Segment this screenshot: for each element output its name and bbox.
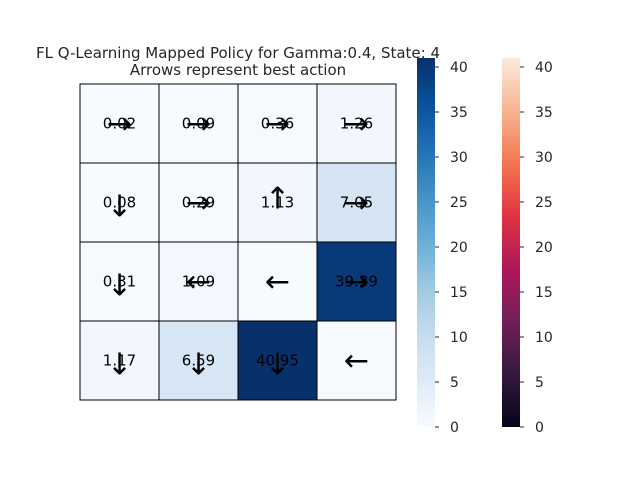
policy-arrow-left: ← — [186, 265, 211, 300]
policy-arrow-left: ← — [265, 265, 290, 300]
policy-arrow-right: → — [344, 265, 369, 300]
cell-value-label: 1.17 — [103, 352, 136, 370]
colorbar-rocket: 0 5 10 15 20 25 30 35 40 — [502, 58, 553, 436]
policy-arrow-down: ↓ — [265, 348, 290, 383]
policy-arrow-down: ↓ — [186, 348, 211, 383]
policy-arrow-right: → — [186, 186, 211, 221]
cell-value-label: 0.31 — [103, 273, 136, 291]
colorbar-tick-label: 15 — [535, 285, 553, 301]
colorbar-tick-label: 0 — [450, 420, 459, 436]
policy-arrow-right: → — [186, 107, 211, 142]
heatmap-cell — [237, 162, 318, 243]
colorbar-tick-label: 40 — [535, 60, 553, 76]
colorbar-tick-label: 20 — [450, 240, 468, 256]
heatmap-grid: →0.02 →0.09 →0.36 →1.26↓0.08 →0.29 ↑1.13 →7.05… — [79, 83, 397, 401]
colorbar-tick-label: 35 — [450, 105, 468, 121]
colorbar-blues: 0 5 10 15 20 25 30 35 40 — [417, 58, 468, 436]
policy-arrow-left: ← — [344, 344, 369, 379]
colorbar-tick-label: 20 — [535, 240, 553, 256]
chart-title: FL Q-Learning Mapped Policy for Gamma:0.… — [36, 44, 440, 62]
colorbar-rocket-fill — [502, 58, 520, 427]
colorbar-tick-label: 30 — [535, 150, 553, 166]
heatmap-cell — [79, 241, 160, 322]
cell-value-label: 0.36 — [261, 115, 294, 133]
colorbar-rocket-ticks: 0 5 10 15 20 25 30 35 40 — [520, 60, 553, 436]
cell-value-label: 0.02 — [103, 115, 136, 133]
colorbar-tick-label: 30 — [450, 150, 468, 166]
policy-arrow-right: → — [265, 107, 290, 142]
cell-value-label: 0.09 — [182, 115, 215, 133]
heatmap-cell — [79, 320, 160, 401]
heatmap-cell — [316, 320, 397, 401]
colorbar-tick-label: 10 — [450, 330, 468, 346]
heatmap-cell — [158, 320, 239, 401]
cell-value-label: 1.09 — [182, 273, 215, 291]
cell-value-label: 0.29 — [182, 194, 215, 212]
policy-arrow-right: → — [344, 107, 369, 142]
chart-subtitle: Arrows represent best action — [130, 61, 346, 79]
heatmap-cell — [316, 162, 397, 243]
colorbar-tick-label: 35 — [535, 105, 553, 121]
colorbar-tick-label: 5 — [535, 375, 544, 391]
cell-value-label: 7.05 — [340, 194, 373, 212]
colorbar-tick-label: 10 — [535, 330, 553, 346]
colorbar-tick-label: 5 — [450, 375, 459, 391]
colorbar-tick-label: 40 — [450, 60, 468, 76]
cell-value-label: 1.26 — [340, 115, 373, 133]
cell-value-label: 6.59 — [182, 352, 215, 370]
colorbar-tick-label: 25 — [535, 195, 553, 211]
cell-value-label: 0.08 — [103, 194, 136, 212]
cell-value-label: 40.95 — [256, 352, 299, 370]
cell-value-label: 39.39 — [335, 273, 378, 291]
cell-value-label: 1.13 — [261, 194, 294, 212]
policy-arrow-down: ↓ — [107, 190, 132, 225]
policy-arrow-right: → — [107, 107, 132, 142]
heatmap-cell — [316, 241, 397, 322]
policy-arrow-right: → — [344, 186, 369, 221]
policy-arrow-down: ↓ — [107, 269, 132, 304]
colorbar-blues-fill — [417, 58, 435, 427]
colorbar-tick-label: 0 — [535, 420, 544, 436]
policy-arrow-down: ↓ — [107, 348, 132, 383]
heatmap-cell — [158, 83, 239, 164]
colorbar-tick-label: 25 — [450, 195, 468, 211]
colorbar-tick-label: 15 — [450, 285, 468, 301]
colorbar-blues-ticks: 0 5 10 15 20 25 30 35 40 — [435, 60, 468, 436]
heatmap-cell — [79, 83, 160, 164]
policy-arrow-up: ↑ — [265, 182, 290, 217]
